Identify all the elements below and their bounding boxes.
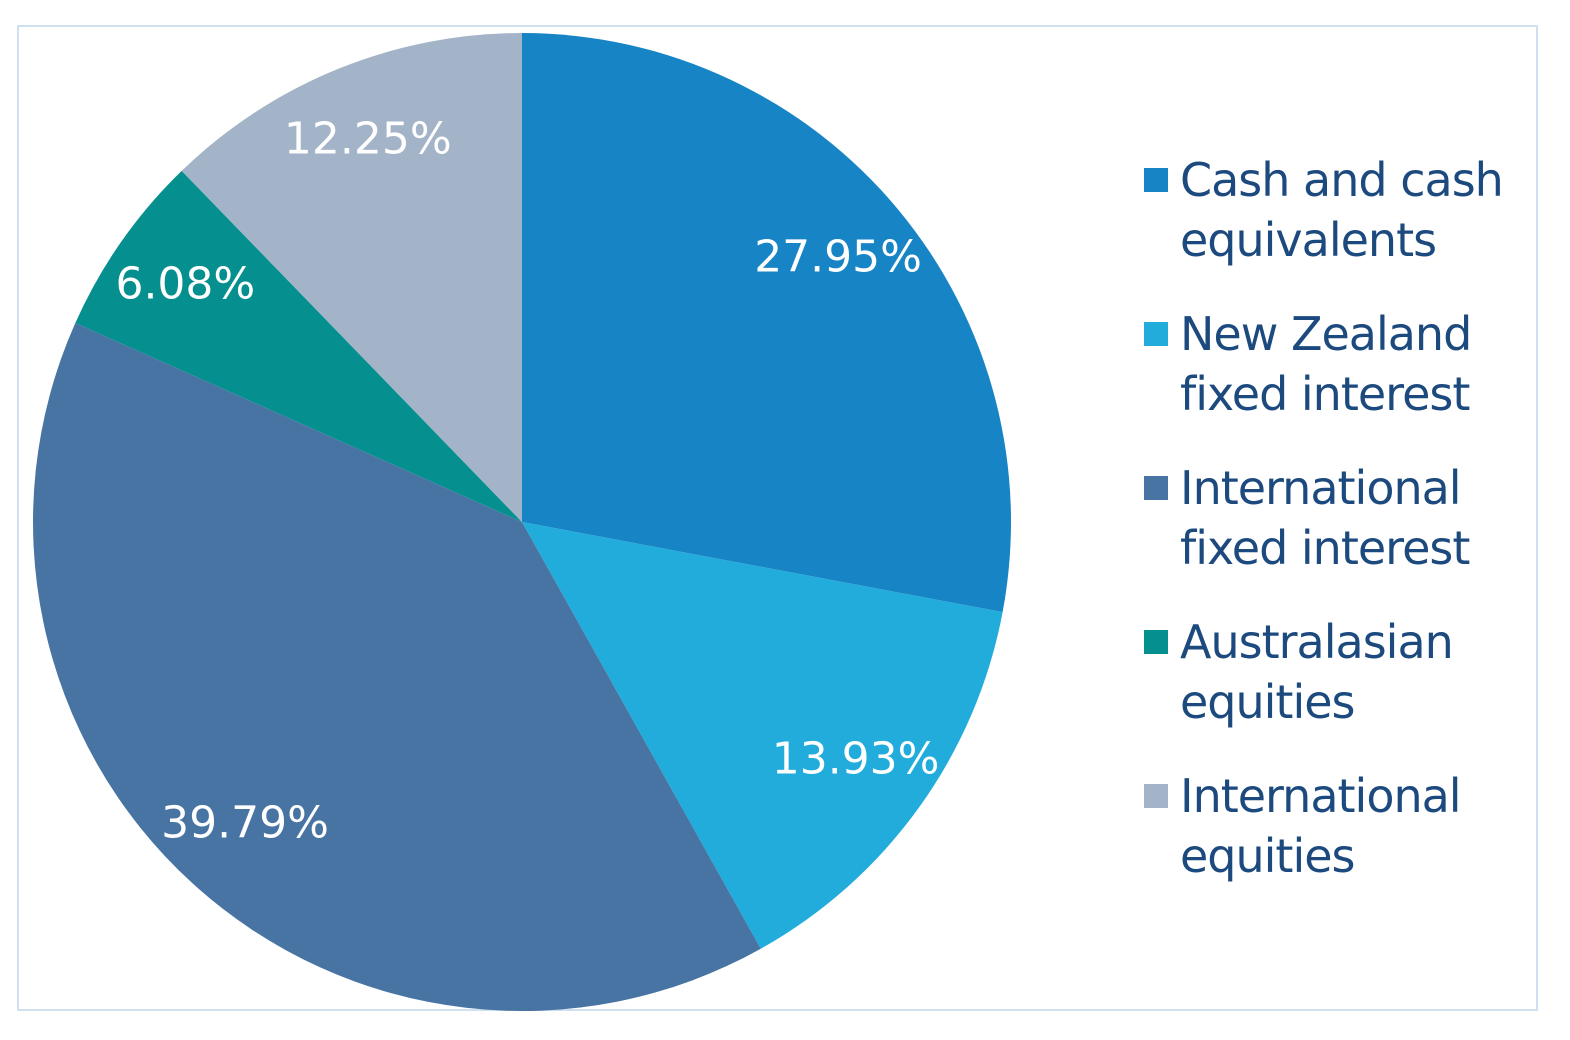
legend-item: Cash and cash equivalents	[1144, 150, 1504, 270]
pie-slice-4	[181, 33, 522, 522]
legend-swatch	[1144, 322, 1168, 346]
legend-label-line: fixed interest	[1180, 367, 1470, 421]
legend-label-line: New Zealand	[1180, 307, 1472, 361]
slice-data-label: 6.08%	[115, 259, 255, 310]
legend-item: International fixed interest	[1144, 458, 1503, 578]
legend: Cash and cash equivalents New Zealand fixed…	[1144, 150, 1504, 920]
legend-swatch	[1144, 168, 1168, 192]
legend-label-line: International	[1180, 769, 1462, 823]
legend-label-line: equivalents	[1180, 213, 1437, 267]
legend-label: International equities	[1180, 766, 1462, 886]
pie-slice-3	[75, 170, 523, 522]
legend-item: International equities	[1144, 766, 1503, 886]
legend-label-line: fixed interest	[1180, 521, 1470, 575]
slice-data-label: 39.79%	[161, 797, 329, 848]
slice-data-label: 13.93%	[772, 734, 940, 785]
legend-swatch	[1144, 630, 1168, 654]
legend-swatch	[1144, 476, 1168, 500]
legend-label-line: Australasian	[1180, 615, 1454, 669]
legend-item: New Zealand fixed interest	[1144, 304, 1503, 424]
legend-label: Cash and cash equivalents	[1180, 150, 1504, 270]
pie-slice-0	[522, 33, 1011, 613]
legend-label-line: International	[1180, 461, 1462, 515]
slice-data-label: 12.25%	[284, 113, 452, 164]
legend-label: International fixed interest	[1180, 458, 1470, 578]
legend-item: Australasian equities	[1144, 612, 1503, 732]
legend-label: Australasian equities	[1180, 612, 1454, 732]
legend-label-line: equities	[1180, 675, 1356, 729]
pie-slice-1	[522, 522, 1003, 949]
legend-label-line: Cash and cash	[1180, 153, 1504, 207]
legend-label: New Zealand fixed interest	[1180, 304, 1472, 424]
chart-frame	[17, 25, 1538, 1011]
legend-swatch	[1144, 784, 1168, 808]
legend-label-line: equities	[1180, 829, 1356, 883]
pie-slice-2	[33, 323, 761, 1011]
slice-data-label: 27.95%	[754, 232, 922, 283]
